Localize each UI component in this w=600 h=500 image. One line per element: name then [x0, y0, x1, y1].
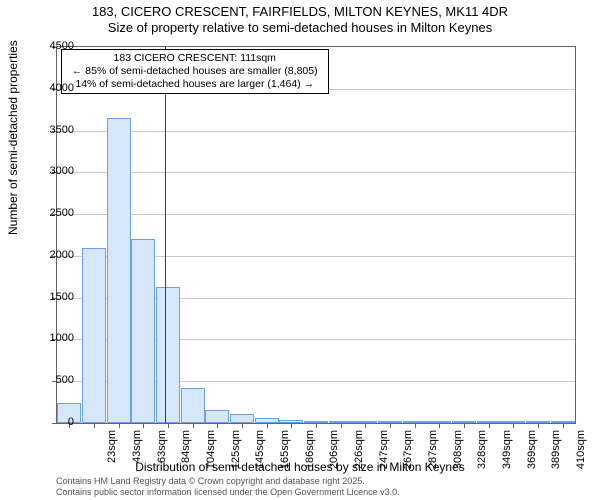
xtick-label: 186sqm — [304, 430, 316, 470]
histogram-bar — [205, 410, 229, 423]
ytick-label: 0 — [68, 416, 74, 428]
histogram-bar — [255, 418, 279, 423]
xtick-label: 206sqm — [328, 430, 340, 470]
xtick-label: 43sqm — [131, 430, 143, 470]
xtick-label: 165sqm — [279, 430, 291, 470]
ytick — [52, 423, 56, 424]
histogram-bar — [427, 421, 451, 423]
ytick-label: 3000 — [50, 165, 74, 177]
y-axis-label: Number of semi-detached properties — [6, 40, 20, 235]
ytick-label: 4500 — [50, 40, 74, 52]
annotation-box: 183 CICERO CRESCENT: 111sqm← 85% of semi… — [61, 49, 329, 94]
footer-line2: Contains public sector information licen… — [56, 487, 400, 498]
xtick — [513, 424, 514, 428]
histogram-bar — [329, 421, 353, 423]
annotation-line2: ← 85% of semi-detached houses are smalle… — [66, 65, 324, 78]
ytick-label: 1000 — [50, 332, 74, 344]
xtick — [365, 424, 366, 428]
histogram-bar — [403, 421, 427, 423]
histogram-bar — [131, 239, 155, 423]
xtick-label: 410sqm — [575, 430, 587, 470]
xtick — [242, 424, 243, 428]
ytick-label: 2500 — [50, 207, 74, 219]
xtick — [193, 424, 194, 428]
annotation-line3: 14% of semi-detached houses are larger (… — [66, 78, 324, 91]
histogram-bar — [477, 421, 501, 423]
xtick — [489, 424, 490, 428]
xtick-label: 104sqm — [205, 430, 217, 470]
histogram-bar — [526, 421, 550, 423]
attribution-footer: Contains HM Land Registry data © Crown c… — [56, 476, 400, 498]
xtick — [439, 424, 440, 428]
xtick-label: 63sqm — [156, 430, 168, 470]
xtick — [94, 424, 95, 428]
xtick — [267, 424, 268, 428]
xtick — [291, 424, 292, 428]
footer-line1: Contains HM Land Registry data © Crown c… — [56, 476, 400, 487]
histogram-bar — [304, 421, 328, 423]
xtick — [415, 424, 416, 428]
histogram-bar — [378, 421, 402, 423]
ytick-label: 3500 — [50, 124, 74, 136]
xtick — [464, 424, 465, 428]
xtick-label: 23sqm — [106, 430, 118, 470]
xtick-label: 84sqm — [180, 430, 192, 470]
xtick-label: 247sqm — [378, 430, 390, 470]
gridline — [57, 172, 575, 173]
histogram-bar — [501, 421, 525, 423]
reference-line — [165, 47, 166, 423]
histogram-bar — [230, 414, 254, 423]
xtick-label: 226sqm — [353, 430, 365, 470]
xtick-label: 125sqm — [230, 430, 242, 470]
ytick-label: 500 — [56, 374, 74, 386]
histogram-bar — [107, 118, 131, 423]
xtick-label: 145sqm — [254, 430, 266, 470]
xtick — [168, 424, 169, 428]
xtick — [341, 424, 342, 428]
histogram-bar — [279, 420, 303, 423]
xtick — [217, 424, 218, 428]
xtick — [143, 424, 144, 428]
ytick-label: 1500 — [50, 291, 74, 303]
xtick-label: 287sqm — [427, 430, 439, 470]
xtick — [316, 424, 317, 428]
histogram-bar — [551, 421, 575, 423]
histogram-bar — [452, 421, 476, 423]
histogram-bar — [156, 287, 180, 423]
gridline — [57, 214, 575, 215]
gridline — [57, 131, 575, 132]
chart-title: 183, CICERO CRESCENT, FAIRFIELDS, MILTON… — [0, 0, 600, 37]
xtick-label: 349sqm — [501, 430, 513, 470]
xtick-label: 267sqm — [402, 430, 414, 470]
xtick-label: 389sqm — [550, 430, 562, 470]
xtick — [563, 424, 564, 428]
title-line2: Size of property relative to semi-detach… — [0, 20, 600, 36]
histogram-plot: 183 CICERO CRESCENT: 111sqm← 85% of semi… — [56, 46, 576, 424]
histogram-bar — [181, 388, 205, 423]
histogram-bar — [82, 248, 106, 423]
ytick-label: 2000 — [50, 249, 74, 261]
annotation-line1: 183 CICERO CRESCENT: 111sqm — [66, 52, 324, 65]
xtick — [119, 424, 120, 428]
title-line1: 183, CICERO CRESCENT, FAIRFIELDS, MILTON… — [0, 4, 600, 20]
xtick — [390, 424, 391, 428]
histogram-bar — [353, 421, 377, 423]
xtick-label: 328sqm — [476, 430, 488, 470]
ytick-label: 4000 — [50, 82, 74, 94]
xtick-label: 308sqm — [452, 430, 464, 470]
xtick-label: 369sqm — [526, 430, 538, 470]
xtick — [538, 424, 539, 428]
